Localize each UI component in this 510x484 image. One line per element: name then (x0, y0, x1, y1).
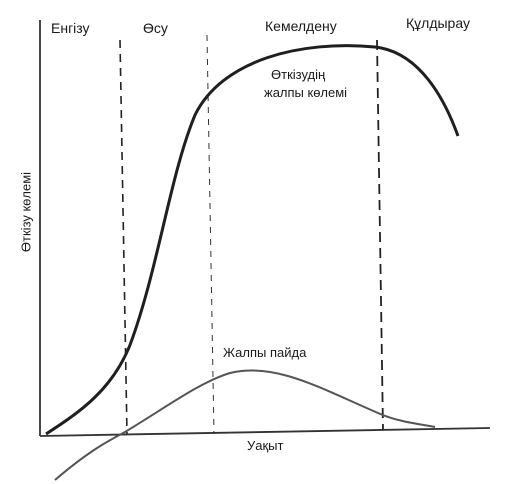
x-axis-label: Уақыт (247, 438, 284, 453)
stage-label-decline: Құлдырау (406, 15, 470, 31)
sales-curve (45, 44, 460, 436)
y-axis-label: Өткізу көлемі (18, 171, 34, 253)
stage-label-introduction: Енгізу (51, 20, 90, 36)
sales-curve-label-line1: Өткізудің (271, 67, 326, 82)
profit-curve (54, 369, 436, 481)
stage-label-maturity: Кемелдену (265, 18, 337, 34)
sales-curve-label-line2: жалпы көлемі (264, 85, 348, 100)
stage-divider-intro-growth (119, 39, 128, 435)
profit-curve-label: Жалпы пайда (223, 345, 307, 360)
x-axis (39, 427, 491, 437)
stage-label-growth: Өсу (143, 20, 168, 36)
stage-divider-maturity-decline (376, 39, 384, 431)
